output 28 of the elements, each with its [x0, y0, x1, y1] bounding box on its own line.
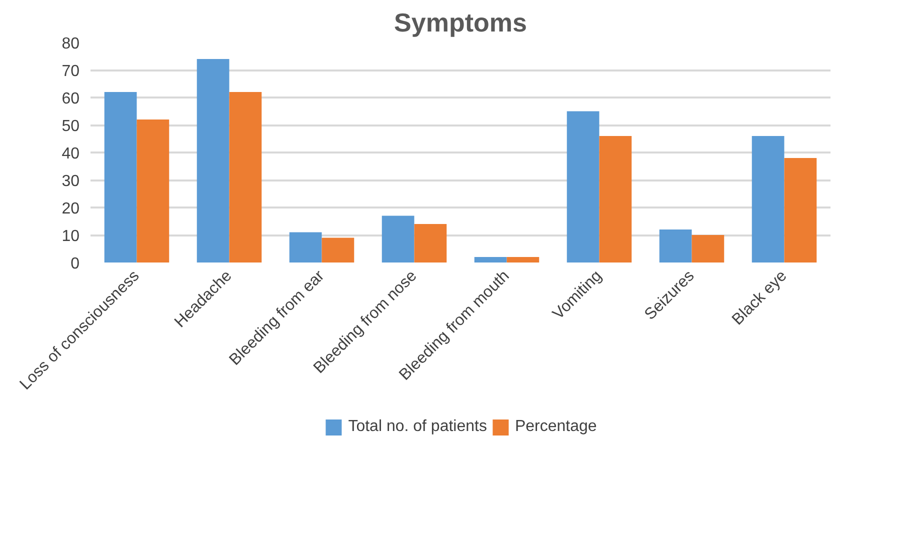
bar	[229, 92, 262, 262]
bar	[566, 111, 600, 262]
y-tick-label: 50	[62, 118, 80, 135]
bar	[322, 238, 354, 262]
y-tick-label: 70	[62, 63, 80, 80]
legend-label: Total no. of patients	[348, 418, 487, 436]
chart-title: Symptoms	[394, 8, 527, 38]
y-tick-label: 30	[62, 173, 80, 190]
bar	[136, 120, 170, 262]
bar	[599, 136, 632, 262]
bar	[414, 224, 447, 262]
bar	[289, 232, 322, 262]
bar	[196, 59, 230, 262]
y-tick-label: 0	[70, 256, 80, 272]
bar	[382, 216, 414, 262]
y-tick-label: 80	[62, 36, 80, 52]
y-tick-label: 60	[62, 90, 80, 108]
bar	[104, 92, 137, 262]
y-tick-label: 20	[62, 200, 80, 218]
bar	[659, 230, 692, 262]
bar	[474, 257, 507, 262]
bar	[784, 158, 817, 262]
y-tick-label: 10	[62, 228, 80, 245]
legend-label: Percentage	[514, 418, 597, 436]
bar	[752, 136, 784, 262]
y-tick-label: 40	[62, 146, 80, 162]
bar	[692, 235, 724, 262]
bar	[506, 257, 540, 262]
